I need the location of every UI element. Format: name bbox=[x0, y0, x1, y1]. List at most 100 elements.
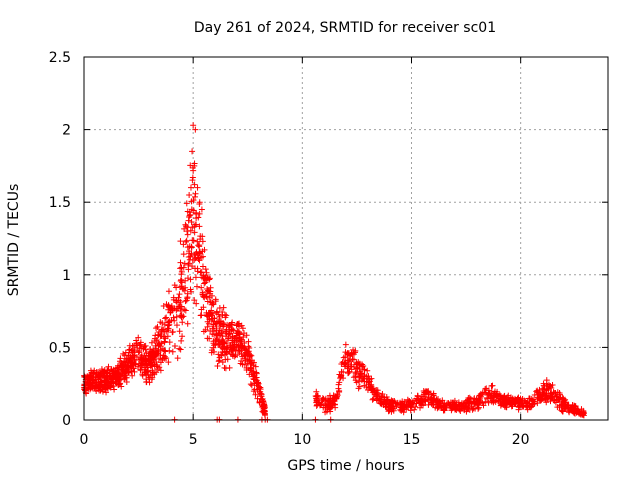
data-point bbox=[121, 352, 128, 359]
data-point bbox=[239, 325, 246, 332]
data-point bbox=[161, 347, 168, 354]
data-point bbox=[369, 396, 376, 403]
data-point bbox=[186, 191, 193, 198]
y-tick-label: 1.5 bbox=[49, 195, 71, 211]
data-point bbox=[247, 381, 254, 388]
data-point bbox=[192, 193, 199, 200]
data-point bbox=[155, 332, 162, 339]
data-point bbox=[86, 376, 93, 383]
data-point bbox=[229, 334, 236, 341]
data-point bbox=[133, 337, 140, 344]
data-point bbox=[411, 406, 418, 413]
data-point bbox=[184, 290, 191, 297]
x-axis-label: GPS time / hours bbox=[287, 458, 404, 474]
data-point bbox=[192, 274, 199, 281]
data-point bbox=[189, 177, 196, 184]
data-point bbox=[173, 307, 180, 314]
data-point bbox=[566, 409, 573, 416]
data-point bbox=[548, 384, 555, 391]
x-tick-label: 0 bbox=[80, 432, 89, 448]
data-point bbox=[261, 405, 268, 412]
data-point bbox=[453, 403, 460, 410]
data-point bbox=[260, 406, 267, 412]
data-point bbox=[193, 300, 200, 307]
data-point bbox=[382, 403, 389, 410]
data-point bbox=[157, 367, 164, 374]
data-point bbox=[313, 393, 320, 400]
data-point bbox=[160, 302, 167, 309]
data-point bbox=[194, 184, 201, 191]
data-point bbox=[171, 282, 178, 289]
data-point bbox=[221, 364, 228, 371]
data-point bbox=[188, 288, 195, 295]
data-point bbox=[377, 399, 384, 406]
data-point bbox=[373, 392, 380, 399]
data-point bbox=[184, 228, 191, 235]
grid-lines bbox=[84, 57, 608, 420]
data-point bbox=[515, 395, 522, 402]
data-point bbox=[215, 358, 222, 365]
data-point bbox=[461, 406, 468, 413]
data-point bbox=[221, 311, 228, 318]
data-point bbox=[554, 404, 561, 411]
data-point bbox=[177, 277, 184, 284]
plot-frame bbox=[83, 56, 609, 421]
data-point bbox=[350, 374, 357, 381]
data-point bbox=[169, 329, 176, 336]
data-point bbox=[121, 370, 128, 377]
data-point bbox=[449, 405, 456, 412]
data-point bbox=[494, 392, 501, 399]
data-point bbox=[177, 307, 184, 314]
data-point bbox=[201, 280, 208, 287]
data-point bbox=[543, 399, 550, 406]
data-point bbox=[216, 313, 223, 320]
data-point bbox=[183, 237, 190, 244]
data-point bbox=[138, 352, 145, 359]
data-point bbox=[331, 401, 338, 408]
data-point bbox=[530, 398, 537, 405]
y-tick-label: 0.5 bbox=[49, 340, 71, 356]
data-point bbox=[388, 408, 395, 415]
data-point bbox=[154, 323, 161, 330]
data-point bbox=[177, 259, 184, 266]
data-point bbox=[476, 392, 483, 399]
data-point bbox=[451, 406, 458, 413]
data-point bbox=[229, 337, 236, 344]
data-point bbox=[204, 298, 211, 305]
data-point bbox=[250, 388, 257, 395]
data-point bbox=[472, 405, 479, 412]
data-point bbox=[404, 403, 411, 410]
data-point bbox=[206, 316, 213, 323]
data-point bbox=[155, 355, 162, 362]
data-point bbox=[138, 345, 145, 352]
data-point bbox=[230, 327, 237, 334]
data-point bbox=[353, 379, 360, 386]
data-point bbox=[179, 333, 186, 340]
data-points bbox=[81, 122, 587, 423]
data-point bbox=[126, 357, 133, 364]
data-point bbox=[572, 403, 579, 410]
data-point bbox=[154, 363, 161, 370]
data-point bbox=[182, 298, 189, 305]
data-point bbox=[199, 263, 206, 270]
data-point bbox=[188, 198, 195, 205]
data-point bbox=[536, 395, 543, 402]
data-point bbox=[497, 399, 504, 406]
data-point bbox=[543, 393, 550, 400]
data-point bbox=[188, 206, 195, 213]
data-point bbox=[220, 320, 227, 327]
data-point bbox=[459, 402, 466, 409]
data-point bbox=[204, 323, 211, 330]
data-point bbox=[355, 359, 362, 366]
data-point bbox=[360, 363, 367, 370]
data-point bbox=[189, 263, 196, 270]
data-point bbox=[248, 352, 255, 359]
data-point bbox=[408, 401, 415, 408]
data-point bbox=[526, 395, 533, 402]
data-point bbox=[196, 210, 203, 217]
data-point bbox=[574, 409, 581, 416]
data-point bbox=[129, 360, 136, 367]
data-point bbox=[188, 244, 195, 251]
data-point bbox=[350, 346, 357, 353]
